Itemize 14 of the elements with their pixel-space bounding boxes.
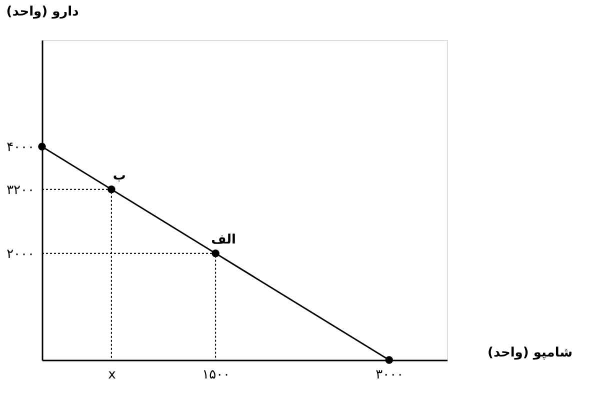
point [385, 356, 394, 364]
x-axis-title: شامپو (واحد) [488, 346, 572, 360]
point [108, 185, 116, 194]
x-tick-label: ۳۰۰۰ [376, 368, 404, 382]
annotation: ب [112, 168, 126, 184]
y-tick-label: ۴۰۰۰ [6, 140, 34, 156]
x-tick-label: ۱۵۰۰ [202, 368, 230, 382]
annotation: الف [211, 232, 236, 248]
point [38, 142, 46, 151]
x-tick-label: x [108, 368, 116, 382]
point [212, 249, 220, 258]
y-tick-label: ۲۰۰۰ [6, 246, 34, 262]
y-axis-title: دارو (واحد) [6, 4, 80, 20]
y-tick-label: ۳۲۰۰ [6, 182, 34, 198]
